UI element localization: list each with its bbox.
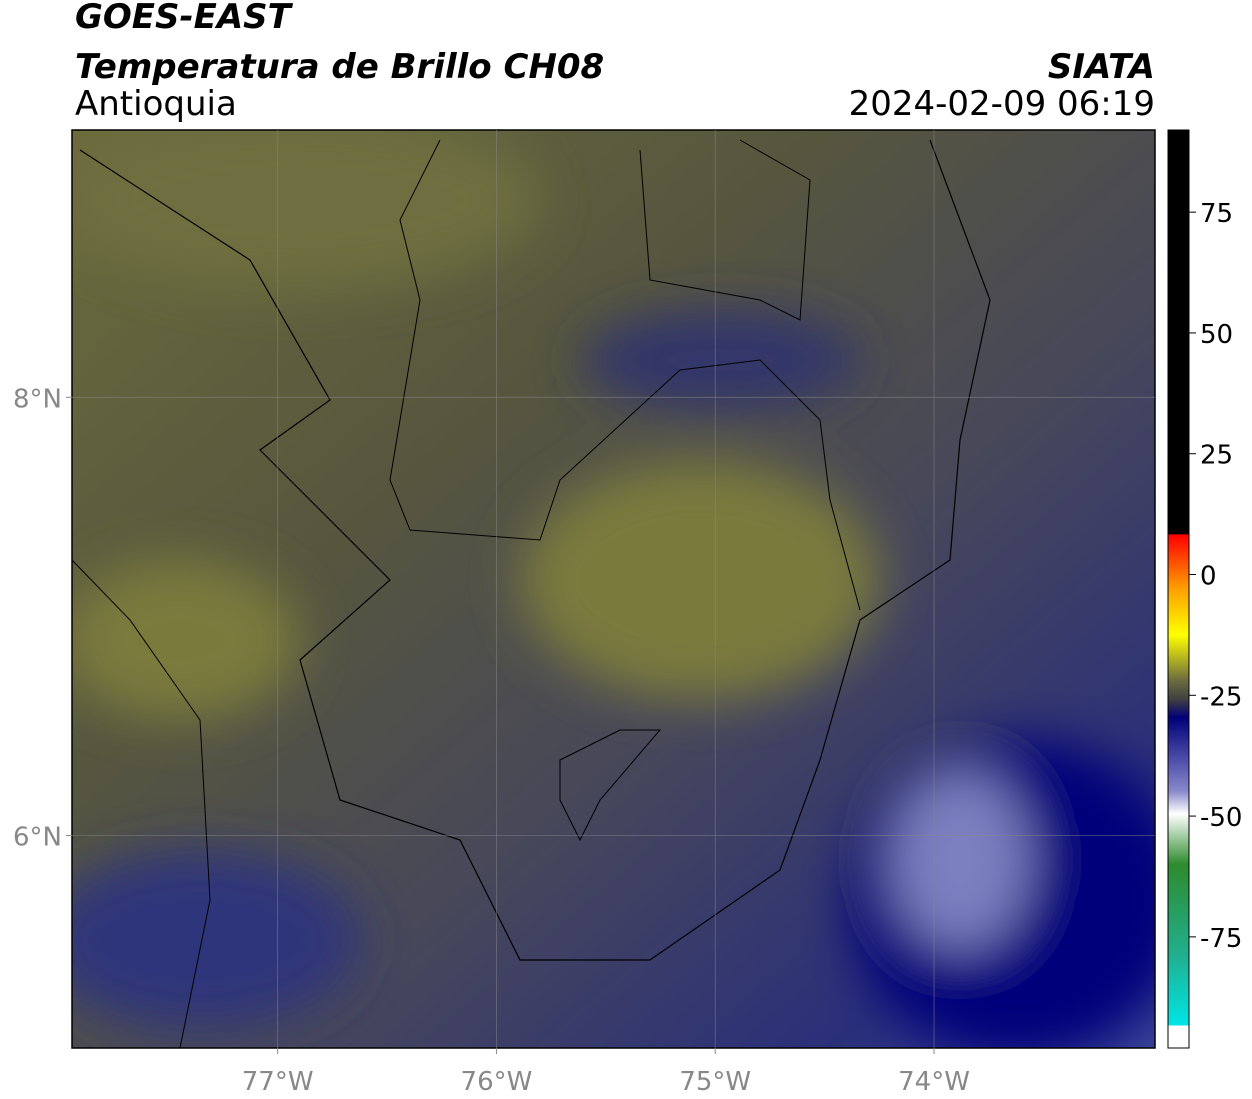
x-tick-label: 77°W — [242, 1067, 314, 1097]
region: Antioquia — [75, 84, 237, 124]
colorbar-tick-label: 50 — [1200, 320, 1233, 350]
title: GOES-EAST — [75, 0, 294, 37]
x-tick-label: 75°W — [679, 1067, 751, 1097]
colorbar-tick-label: -75 — [1200, 924, 1242, 954]
colorbar — [1167, 129, 1190, 1049]
source: SIATA — [1048, 47, 1155, 87]
colorbar-tick-label: -25 — [1200, 682, 1242, 712]
y-tick-label: 6°N — [13, 822, 62, 852]
x-tick-label: 74°W — [898, 1067, 970, 1097]
x-tick-label: 76°W — [461, 1067, 533, 1097]
map-frame — [71, 129, 1156, 1049]
satellite-image — [72, 130, 1155, 1048]
timestamp: 2024-02-09 06:19 — [849, 84, 1155, 124]
colorbar-tick-label: -50 — [1200, 803, 1242, 833]
y-tick-label: 8°N — [13, 384, 62, 414]
colorbar-tick-label: 0 — [1200, 562, 1217, 592]
colorbar-tick-label: 25 — [1200, 441, 1233, 471]
colorbar-tick-label: 75 — [1200, 199, 1233, 229]
subtitle: Temperatura de Brillo CH08 — [75, 47, 604, 87]
